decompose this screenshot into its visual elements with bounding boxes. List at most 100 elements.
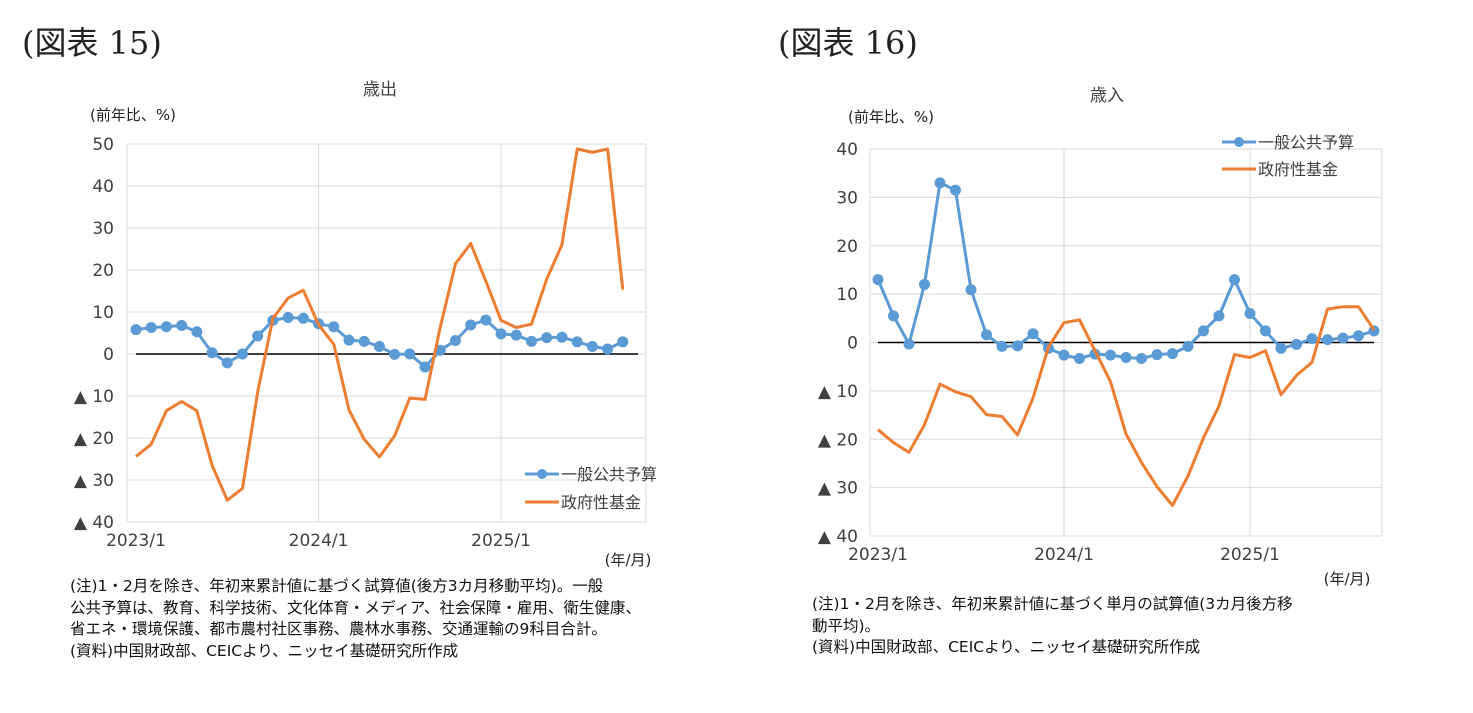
legend-label: 政府性基金 (1258, 160, 1338, 179)
data-point (495, 328, 507, 340)
data-point (1260, 325, 1271, 337)
data-point (1182, 340, 1194, 352)
y-tick-label: ▲ 20 (74, 429, 114, 449)
data-point (404, 348, 416, 360)
data-point (919, 278, 930, 290)
data-point (1012, 340, 1023, 352)
data-point (1322, 334, 1333, 346)
legend-marker (1234, 137, 1244, 147)
data-point (1213, 310, 1225, 322)
x-tick-label: 2024/1 (289, 531, 349, 551)
data-point (872, 274, 884, 286)
data-point (221, 357, 233, 369)
y-tick-label: 30 (836, 188, 858, 208)
data-point (1229, 274, 1240, 286)
figure-15-label: (図表 15) (22, 24, 162, 62)
unit-label: (前年比、%) (90, 106, 176, 124)
data-point (160, 321, 172, 333)
data-point (1291, 338, 1302, 350)
data-point (981, 329, 992, 341)
y-tick-label: 20 (92, 261, 114, 281)
data-point (934, 177, 946, 189)
data-point (236, 348, 248, 360)
data-point (965, 284, 977, 296)
legend-label: 政府性基金 (561, 493, 641, 512)
data-point (996, 340, 1008, 352)
series-line-government-fund (135, 147, 625, 502)
series-line-government-fund (877, 305, 1376, 507)
x-tick-label: 2023/1 (848, 545, 908, 565)
data-point (602, 343, 614, 355)
data-point (888, 310, 899, 322)
x-tick-label: 2025/1 (471, 531, 531, 551)
legend-marker (537, 469, 547, 479)
data-point (1074, 352, 1085, 364)
x-axis-label: (年/月) (1324, 570, 1371, 588)
data-point (343, 334, 355, 346)
chart-title: 歳入 (1090, 86, 1124, 106)
y-tick-label: ▲ 30 (818, 479, 858, 499)
data-point (1120, 351, 1132, 363)
data-point (903, 338, 915, 350)
y-tick-label: 20 (836, 237, 858, 257)
data-point (1198, 325, 1209, 337)
data-point (526, 335, 538, 347)
unit-label: (前年比、%) (848, 108, 934, 126)
data-point (145, 322, 157, 334)
series-line-general-budget (876, 181, 1375, 360)
data-point (1105, 349, 1116, 361)
data-point (130, 324, 142, 336)
data-point (510, 329, 522, 341)
data-point (556, 331, 568, 343)
data-point (1353, 330, 1364, 342)
x-tick-label: 2023/1 (106, 531, 166, 551)
y-tick-label: 40 (836, 140, 858, 160)
data-point (950, 184, 961, 196)
data-point (449, 335, 461, 347)
x-tick-label: 2025/1 (1220, 545, 1280, 565)
data-point (206, 347, 218, 359)
y-tick-label: 30 (92, 219, 114, 239)
y-tick-label: 50 (92, 135, 114, 155)
data-point (419, 361, 431, 373)
x-tick-label: 2024/1 (1034, 545, 1094, 565)
figure-16-note: (注)1・2月を除き、年初来累計値に基づく単月の試算値(3カ月後方移 動平均)。… (812, 595, 1293, 656)
y-tick-label: 10 (92, 303, 114, 323)
data-point (252, 330, 264, 342)
data-point (328, 321, 340, 333)
data-point (480, 314, 492, 326)
data-point (191, 326, 203, 338)
data-point (1306, 333, 1318, 345)
y-tick-label: ▲ 10 (74, 387, 114, 407)
data-point (1244, 307, 1256, 319)
data-point (541, 332, 553, 344)
data-point (373, 340, 385, 352)
legend-label: 一般公共予算 (561, 465, 657, 484)
data-point (1136, 352, 1147, 364)
data-point (1337, 332, 1349, 344)
data-point (571, 336, 583, 348)
y-tick-label: 40 (92, 177, 114, 197)
figure-15-note: (注)1・2月を除き、年初来累計値に基づく試算値(後方3カ月移動平均)。一般 公… (70, 577, 641, 660)
legend-label: 一般公共予算 (1258, 133, 1354, 152)
data-point (465, 319, 477, 331)
y-tick-label: ▲ 10 (818, 382, 858, 402)
data-point (1167, 348, 1178, 360)
chart-title: 歳出 (363, 80, 397, 100)
y-tick-label: ▲ 40 (74, 513, 114, 533)
data-point (1151, 349, 1163, 361)
data-point (358, 335, 370, 347)
data-point (297, 312, 309, 324)
data-point (1058, 349, 1070, 361)
data-point (176, 319, 188, 331)
data-point (282, 311, 294, 323)
y-tick-label: ▲ 20 (818, 430, 858, 450)
data-point (586, 340, 598, 352)
data-point (1027, 328, 1039, 340)
data-point (389, 348, 401, 360)
y-tick-label: ▲ 30 (74, 471, 114, 491)
y-tick-label: 0 (847, 334, 858, 354)
figure-16-label: (図表 16) (778, 24, 918, 62)
